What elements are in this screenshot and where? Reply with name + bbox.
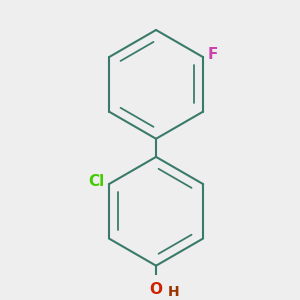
Text: H: H xyxy=(168,285,180,299)
Text: F: F xyxy=(208,47,218,62)
Text: Cl: Cl xyxy=(88,174,104,189)
Text: O: O xyxy=(149,282,163,297)
